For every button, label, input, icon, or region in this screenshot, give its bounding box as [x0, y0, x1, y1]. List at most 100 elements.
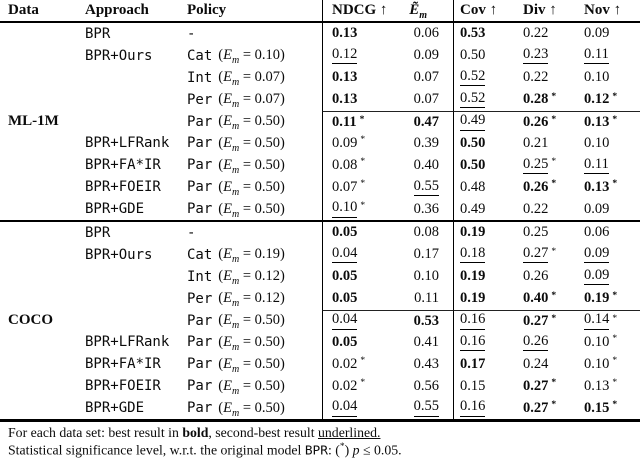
nov-value: 0.12: [584, 91, 610, 108]
cov-value-cell: 0.16: [453, 309, 518, 332]
em-value: 0.55: [413, 178, 439, 196]
nov-value-cell: 0.15 *: [580, 397, 640, 419]
cov-value-cell: 0.19: [453, 287, 518, 310]
policy-em-constraint: (Em = 0.12): [218, 290, 285, 310]
em-value-cell: 0.10: [399, 266, 453, 288]
approach-cell: BPR: [85, 224, 111, 241]
table-row: BPR+FOEIR Par (Em = 0.50) 0.02 * 0.56 0.15 0.27…: [0, 375, 640, 398]
dataset-cell: [0, 23, 80, 45]
em-symbol: E: [223, 200, 232, 217]
em-value: 0.55: [413, 399, 439, 417]
dataset-cell: [0, 266, 80, 288]
policy-em-constraint: (Em = 0.19): [218, 246, 285, 266]
significance-star: *: [551, 91, 557, 102]
cov-value: 0.49: [460, 113, 486, 131]
cov-value: 0.52: [460, 68, 486, 87]
div-value-cell: 0.27 *: [518, 309, 580, 332]
ndcg-value: 0.04: [332, 399, 358, 417]
policy-cell: Per (Em = 0.12): [182, 288, 322, 310]
significance-star: *: [551, 157, 557, 168]
em-subscript: m: [232, 186, 240, 198]
cov-value: 0.18: [460, 246, 486, 264]
div-value: 0.28: [523, 91, 549, 108]
ndcg-value: 0.13: [332, 25, 358, 42]
policy-code: Int: [187, 69, 213, 86]
cov-value: 0.49: [460, 200, 486, 217]
header-row: Data Approach Policy NDCG ↑ Ẽm Cov ↑ Div…: [0, 0, 640, 21]
ndcg-value-cell: 0.05: [322, 287, 399, 310]
cov-value: 0.15: [460, 377, 486, 394]
footnote-segment: *: [339, 442, 345, 453]
nov-value-cell: 0.10: [580, 132, 640, 154]
ndcg-value: 0.13: [332, 69, 358, 86]
cov-value-cell: 0.50: [453, 132, 518, 155]
em-value-cell: 0.55: [399, 176, 453, 198]
table-footnotes: For each data set: best result in bold, …: [0, 422, 640, 459]
em-value: 0.39: [413, 134, 439, 151]
nov-value-cell: 0.13 *: [580, 375, 640, 397]
div-value-cell: 0.26 *: [518, 176, 580, 198]
ndcg-value: 0.13: [332, 91, 358, 108]
col-header-policy: Policy: [187, 2, 227, 18]
footnote-line: Statistical significance level, w.r.t. t…: [8, 440, 640, 459]
table-row: BPR - 0.05 0.08 0.19 0.25 0.06: [0, 222, 640, 244]
cov-value-cell: 0.50: [453, 44, 518, 67]
approach-cell: BPR+LFRank: [85, 334, 170, 351]
ndcg-value: 0.11: [332, 113, 357, 130]
div-value-cell: 0.26: [518, 266, 580, 288]
footnote-segment: ≤ 0.05.: [359, 442, 402, 458]
em-subscript: m: [232, 99, 240, 110]
col-header-approach: Approach: [85, 2, 149, 18]
footnote-line: For each data set: best result in bold, …: [8, 425, 640, 441]
significance-star: *: [551, 400, 557, 411]
significance-star: *: [612, 179, 618, 190]
nov-value: 0.11: [584, 156, 609, 174]
table-row: Int (Em = 0.07) 0.13 0.07 0.52 0.22 0.10: [0, 66, 640, 89]
dataset-cell: [0, 198, 80, 220]
approach-cell: BPR+GDE: [85, 201, 145, 218]
div-value: 0.27: [523, 312, 549, 329]
cov-value-cell: 0.18: [453, 243, 518, 266]
significance-star: *: [551, 313, 557, 324]
em-value-cell: 0.56: [399, 375, 453, 397]
em-symbol: E: [223, 312, 232, 329]
cov-value-cell: 0.49: [453, 110, 518, 133]
em-value: 0.10: [413, 268, 439, 285]
ndcg-value-cell: 0.04: [322, 397, 399, 420]
cov-value-cell: 0.15: [453, 375, 518, 398]
dataset-cell: [0, 244, 80, 266]
approach-cell: [80, 288, 182, 310]
ndcg-value-cell: 0.04: [322, 309, 399, 332]
em-subscript: m: [232, 142, 240, 154]
em-value: 0.17: [413, 246, 439, 263]
em-value-cell: 0.08: [399, 222, 453, 244]
nov-value-cell: 0.13 *: [580, 110, 640, 133]
nov-value-cell: 0.11: [580, 154, 640, 176]
em-symbol: E: [223, 246, 232, 263]
em-value: 0.07: [413, 91, 439, 108]
col-header-div: Div ↑: [523, 2, 557, 18]
policy-code: Int: [187, 268, 213, 285]
em-subscript: m: [232, 55, 240, 67]
ndcg-value-cell: 0.02 *: [322, 375, 399, 398]
dataset-cell: [0, 176, 80, 198]
nov-value-cell: 0.10: [580, 67, 640, 89]
policy-code: Cat: [187, 47, 213, 64]
significance-star: *: [360, 201, 366, 212]
ndcg-value: 0.10: [332, 200, 358, 218]
ndcg-value: 0.05: [332, 290, 358, 307]
div-value: 0.21: [523, 134, 549, 151]
col-header-ndcg: NDCG ↑: [322, 0, 399, 21]
table-row: BPR+FA*IR Par (Em = 0.50) 0.08 * 0.40 0.50 0.25…: [0, 154, 640, 177]
em-value-cell: 0.07: [399, 67, 453, 89]
approach-cell: BPR+LFRank: [85, 135, 170, 152]
significance-star: *: [612, 378, 618, 389]
nov-value-cell: 0.10 *: [580, 331, 640, 353]
cov-value-cell: 0.52: [453, 66, 518, 89]
approach-cell: [80, 310, 182, 332]
table-row: Int (Em = 0.12) 0.05 0.10 0.19 0.26 0.09: [0, 265, 640, 288]
ndcg-value-cell: 0.09 *: [322, 132, 399, 155]
significance-star: *: [360, 157, 366, 168]
significance-star: *: [551, 378, 557, 389]
